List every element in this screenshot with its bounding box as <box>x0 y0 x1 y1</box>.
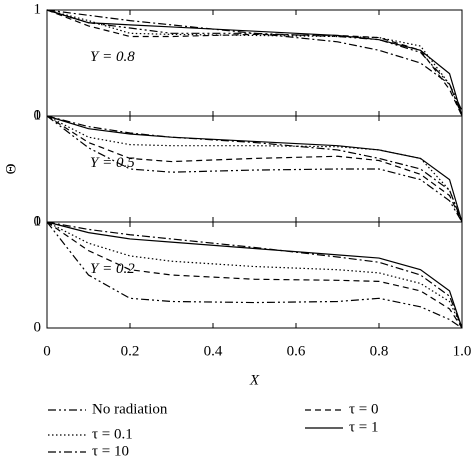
plot-frame <box>46 221 463 329</box>
line-series <box>46 9 463 111</box>
legend-label: τ = 0 <box>349 401 379 417</box>
legend-label: τ = 10 <box>92 443 129 458</box>
panel-annotation: Y = 0.8 <box>90 49 135 65</box>
y-tick-label: 0 <box>34 213 42 229</box>
x-tick-label: 0.6 <box>287 343 306 359</box>
line-series <box>46 115 463 223</box>
line-series <box>46 115 463 223</box>
line-series <box>46 9 463 117</box>
y-tick-label: 1 <box>34 213 42 229</box>
line-series <box>46 221 463 329</box>
x-axis-label: X <box>249 372 260 388</box>
line-series <box>46 221 463 329</box>
y-tick-label: 0 <box>34 319 42 335</box>
legend-label: τ = 1 <box>349 419 379 435</box>
x-tick-label: 1.0 <box>453 343 472 359</box>
y-axis-label: Θ <box>3 163 19 174</box>
line-series <box>46 9 463 117</box>
line-series <box>46 115 463 223</box>
y-tick-label: 0 <box>34 107 42 123</box>
x-tick-label: 0.8 <box>370 343 389 359</box>
line-series <box>46 115 463 223</box>
y-tick-label: 1 <box>34 1 42 17</box>
x-tick-label: 0.4 <box>204 343 223 359</box>
legend-label: No radiation <box>92 401 168 417</box>
panel-annotation: Y = 0.2 <box>90 261 135 277</box>
line-series <box>46 221 463 329</box>
x-tick-label: 0 <box>43 343 51 359</box>
y-tick-label: 1 <box>34 107 42 123</box>
line-series <box>46 9 463 117</box>
x-tick-label: 0.2 <box>121 343 140 359</box>
panel-annotation: Y = 0.5 <box>90 155 135 171</box>
line-series <box>46 221 463 329</box>
legend-label: τ = 0.1 <box>92 426 133 442</box>
line-series <box>46 9 463 117</box>
line-series <box>46 221 463 329</box>
